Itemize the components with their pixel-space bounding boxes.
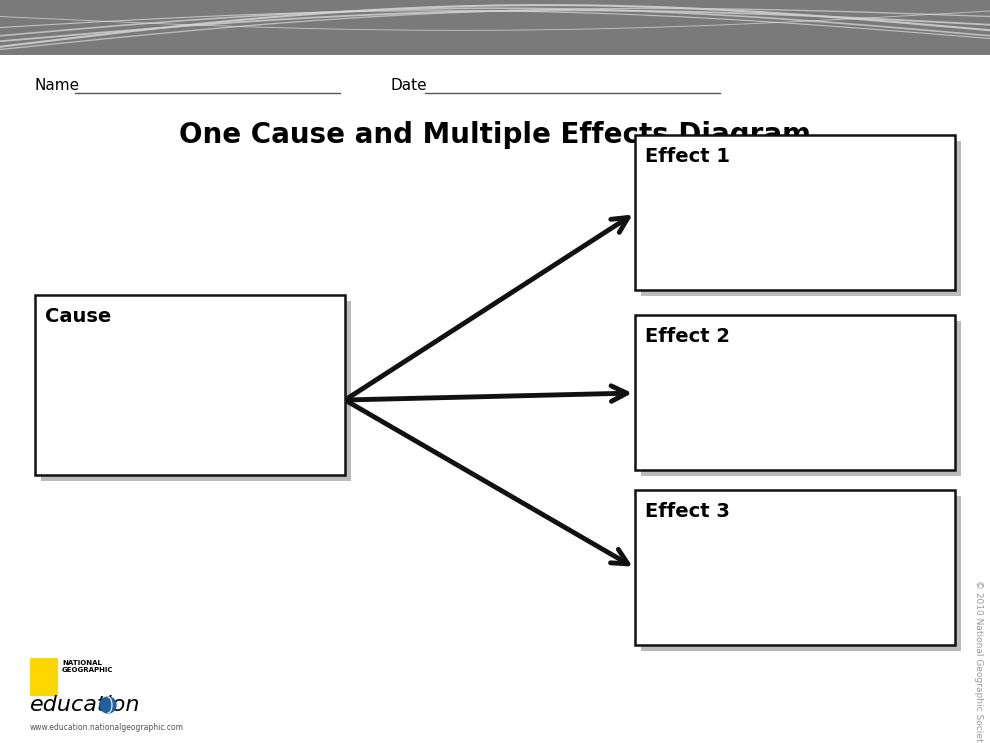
Text: Effect 2: Effect 2 bbox=[645, 327, 730, 346]
Bar bbox=[0, 0, 990, 55]
Bar bbox=[35, 295, 345, 475]
Text: education: education bbox=[30, 695, 141, 715]
Bar bbox=[635, 315, 955, 470]
Circle shape bbox=[100, 697, 116, 713]
Bar bbox=[635, 490, 955, 645]
Text: Date: Date bbox=[390, 77, 427, 92]
Bar bbox=[641, 141, 961, 296]
Bar bbox=[641, 321, 961, 476]
Text: Cause: Cause bbox=[45, 307, 111, 326]
Text: Effect 1: Effect 1 bbox=[645, 147, 730, 166]
Bar bbox=[41, 301, 351, 481]
Bar bbox=[641, 496, 961, 651]
Bar bbox=[635, 135, 955, 290]
Bar bbox=[30, 658, 58, 696]
Text: www.education.nationalgeographic.com: www.education.nationalgeographic.com bbox=[30, 723, 184, 732]
Text: Effect 3: Effect 3 bbox=[645, 502, 730, 521]
Text: One Cause and Multiple Effects Diagram: One Cause and Multiple Effects Diagram bbox=[179, 121, 811, 149]
Text: Name: Name bbox=[35, 77, 80, 92]
Text: NATIONAL
GEOGRAPHIC: NATIONAL GEOGRAPHIC bbox=[62, 660, 114, 673]
Text: © 2010 National Geographic Society: © 2010 National Geographic Society bbox=[973, 580, 982, 743]
